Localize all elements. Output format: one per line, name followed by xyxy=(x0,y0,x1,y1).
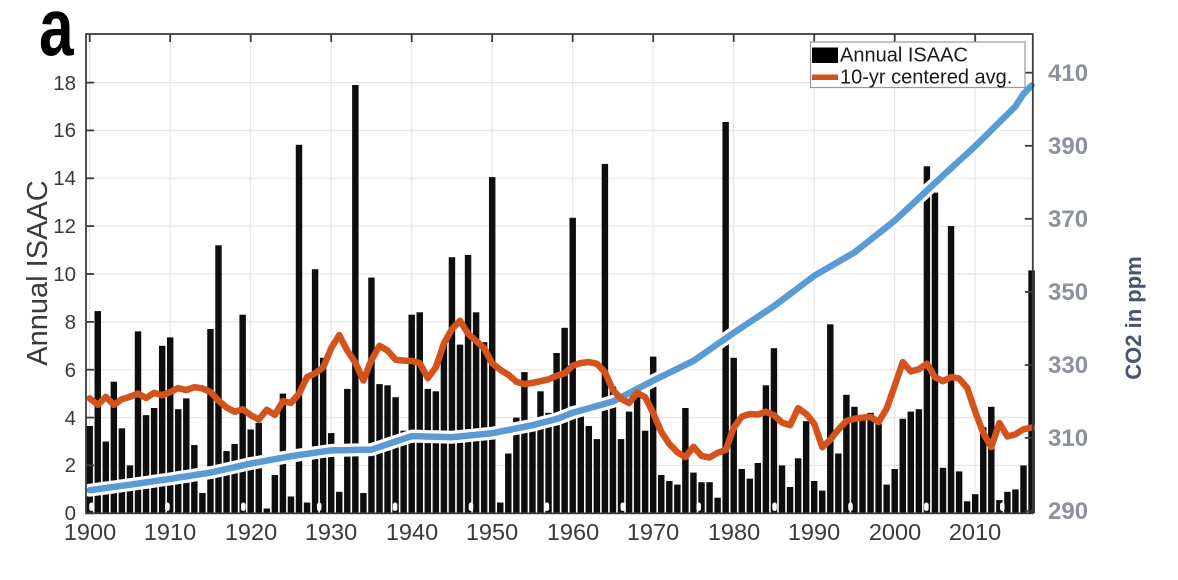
svg-text:1920: 1920 xyxy=(225,519,277,545)
svg-text:330: 330 xyxy=(1048,352,1088,379)
svg-text:Annual ISAAC: Annual ISAAC xyxy=(840,45,968,67)
svg-text:1940: 1940 xyxy=(386,519,438,545)
svg-text:16: 16 xyxy=(53,119,76,142)
svg-text:1960: 1960 xyxy=(547,519,599,545)
svg-text:370: 370 xyxy=(1048,206,1088,233)
svg-text:1980: 1980 xyxy=(708,519,760,545)
svg-text:a: a xyxy=(39,0,74,73)
svg-text:1970: 1970 xyxy=(627,519,679,545)
svg-text:10-yr centered avg.: 10-yr centered avg. xyxy=(840,67,1012,89)
svg-text:2010: 2010 xyxy=(949,519,1001,545)
svg-text:10: 10 xyxy=(53,263,76,286)
svg-text:2000: 2000 xyxy=(869,519,921,545)
svg-text:290: 290 xyxy=(1048,498,1088,525)
svg-text:1900: 1900 xyxy=(64,519,116,545)
svg-text:6: 6 xyxy=(65,359,76,382)
svg-text:350: 350 xyxy=(1048,279,1088,306)
svg-text:8: 8 xyxy=(65,311,76,334)
svg-text:1930: 1930 xyxy=(305,519,357,545)
svg-text:4: 4 xyxy=(65,407,76,430)
svg-text:1990: 1990 xyxy=(788,519,840,545)
svg-text:12: 12 xyxy=(53,215,76,238)
svg-text:Annual ISAAC: Annual ISAAC xyxy=(22,180,54,365)
svg-text:18: 18 xyxy=(53,72,76,95)
svg-text:2: 2 xyxy=(65,454,76,477)
svg-text:390: 390 xyxy=(1048,133,1088,160)
svg-text:1910: 1910 xyxy=(144,519,196,545)
svg-text:410: 410 xyxy=(1048,60,1088,87)
svg-text:14: 14 xyxy=(53,167,76,190)
svg-text:CO2 in ppm: CO2 in ppm xyxy=(1121,256,1146,379)
svg-text:1950: 1950 xyxy=(466,519,518,545)
svg-text:310: 310 xyxy=(1048,425,1088,452)
svg-text:0: 0 xyxy=(65,502,76,525)
